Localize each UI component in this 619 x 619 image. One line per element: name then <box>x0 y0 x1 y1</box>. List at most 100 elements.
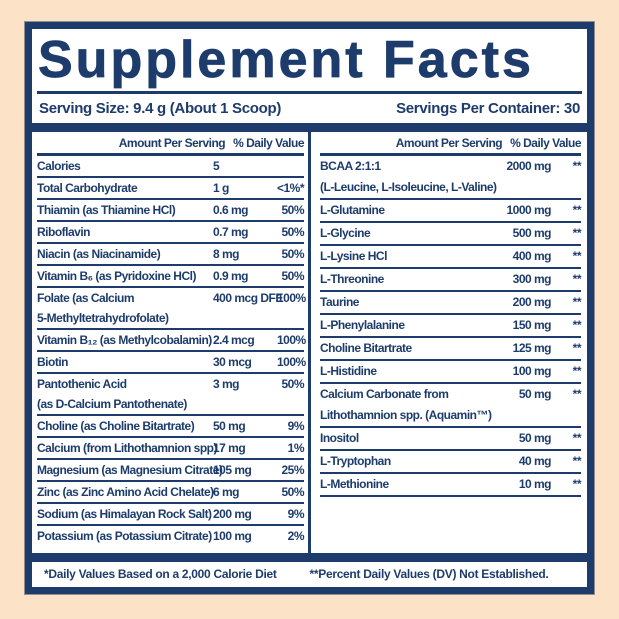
panel-inner: Supplement Facts Serving Size: 9.4 g (Ab… <box>32 29 587 587</box>
nutrient-name-line2: (L-Leucine, L-Isoleucine, L-Valine) <box>320 180 497 194</box>
nutrient-name: Thiamin (as Thiamine HCl) <box>37 203 176 217</box>
daily-value-percent: 50% <box>281 269 304 283</box>
table-row: Total Carbohydrate 1 g <1%* <box>37 178 305 200</box>
table-row: Inositol 50 mg ** <box>320 428 582 451</box>
amount-per-serving-value: 1000 mg <box>506 203 551 217</box>
row-line-1: L-Glutamine 1000 mg ** <box>320 200 582 221</box>
table-row: L-Methionine 10 mg ** <box>320 474 582 497</box>
footnotes-row: *Daily Values Based on a 2,000 Calorie D… <box>32 562 587 586</box>
amount-per-serving-value: 50 mg <box>518 387 552 401</box>
table-row: Magnesium (as Magnesium Citrate) 105 mg 25… <box>37 460 305 482</box>
row-line-1: Calcium (from Lithothamnion spp) 17 mg 1% <box>37 438 305 458</box>
daily-value-header: % Daily Value <box>510 135 581 150</box>
nutrient-name: Calcium (from Lithothamnion spp) <box>37 441 218 455</box>
amount-per-serving-value: 40 mg <box>518 454 552 468</box>
left-column: Amount Per Serving % Daily Value Calorie… <box>32 132 311 553</box>
title-divider <box>37 91 582 94</box>
daily-value-percent: ** <box>572 364 582 378</box>
nutrient-name-line2: (as D-Calcium Pantothenate) <box>37 397 187 411</box>
daily-value-percent: 9% <box>287 419 305 433</box>
daily-value-percent: ** <box>572 272 582 286</box>
nutrient-name: Total Carbohydrate <box>37 181 138 195</box>
amount-per-serving-header: Amount Per Serving <box>118 135 226 150</box>
table-row: Biotin 30 mcg 100% <box>37 352 306 374</box>
left-column-header: Amount Per Serving % Daily Value <box>37 132 304 156</box>
nutrient-name: L-Lysine HCl <box>320 249 387 263</box>
row-line-1: Calories 5 <box>37 156 304 176</box>
row-line-1: Zinc (as Zinc Amino Acid Chelate) 6 mg 50% <box>37 482 305 502</box>
daily-value-percent: ** <box>572 203 582 217</box>
daily-value-percent: ** <box>572 295 582 309</box>
amount-per-serving-value: 6 mg <box>213 485 240 499</box>
row-line-1: Sodium (as Himalayan Rock Salt) 200 mg 9% <box>37 504 305 524</box>
nutrient-name: Vitamin B₆ (as Pyridoxine HCl) <box>37 269 196 283</box>
amount-per-serving-value: 300 mg <box>512 272 552 286</box>
row-line-1: Pantothenic Acid 3 mg 50% <box>37 374 305 394</box>
daily-value-percent: 100% <box>277 291 306 305</box>
left-rows: Calories 5 Total Carbohydrate 1 g <1%* Thiami… <box>37 156 306 546</box>
row-line-1: L-Tryptophan 40 mg ** <box>320 451 582 472</box>
daily-value-percent: 50% <box>281 485 304 499</box>
row-line-1: L-Histidine 100 mg ** <box>320 361 582 382</box>
table-row: Sodium (as Himalayan Rock Salt) 200 mg 9% <box>37 504 305 526</box>
amount-per-serving-value: 400 mcg DFE <box>213 291 283 305</box>
nutrient-name: Calories <box>37 159 81 173</box>
amount-per-serving-value: 2.4 mcg <box>213 333 255 347</box>
daily-value-footnote: *Daily Values Based on a 2,000 Calorie D… <box>44 567 277 581</box>
nutrient-name: Folate (as Calcium <box>37 291 135 305</box>
table-row: Choline (as Choline Bitartrate) 50 mg 9% <box>37 416 305 438</box>
amount-per-serving-value: 10 mg <box>518 477 552 491</box>
table-row: Zinc (as Zinc Amino Acid Chelate) 6 mg 50% <box>37 482 305 504</box>
row-line-1: L-Glycine 500 mg ** <box>320 223 582 244</box>
row-line-1: Total Carbohydrate 1 g <1%* <box>37 178 305 198</box>
table-row: Folate (as Calcium 400 mcg DFE 100% 5-Methy… <box>37 288 306 330</box>
daily-value-percent: 50% <box>281 377 304 391</box>
table-row: Pantothenic Acid 3 mg 50% (as D-Calcium Pan… <box>37 374 305 416</box>
daily-value-percent: 50% <box>281 247 304 261</box>
daily-value-percent: ** <box>572 431 582 445</box>
table-row: Potassium (as Potassium Citrate) 100 mg 2% <box>37 526 305 546</box>
thick-separator-bottom <box>32 553 587 562</box>
row-line-1: Magnesium (as Magnesium Citrate) 105 mg 25… <box>37 460 305 480</box>
row-line-1: Biotin 30 mcg 100% <box>37 352 306 372</box>
amount-per-serving-value: 400 mg <box>512 249 552 263</box>
amount-per-serving-value: 5 <box>213 159 220 173</box>
nutrient-name: Biotin <box>37 355 69 369</box>
right-rows: BCAA 2:1:1 2000 mg ** (L-Leucine, L-Isoleuc… <box>320 156 582 497</box>
amount-per-serving-value: 0.7 mg <box>213 225 249 239</box>
daily-value-header: % Daily Value <box>233 135 304 150</box>
daily-value-percent: ** <box>572 341 582 355</box>
amount-per-serving-value: 50 mg <box>518 431 552 445</box>
amount-per-serving-value: 2000 mg <box>506 159 551 173</box>
table-row: Thiamin (as Thiamine HCl) 0.6 mg 50% <box>37 200 305 222</box>
row-line-1: Choline (as Choline Bitartrate) 50 mg 9% <box>37 416 305 436</box>
amount-per-serving-value: 200 mg <box>213 507 252 521</box>
nutrient-name: L-Glycine <box>320 226 371 240</box>
table-row: L-Tryptophan 40 mg ** <box>320 451 582 474</box>
row-line-1: Taurine 200 mg ** <box>320 292 582 313</box>
amount-per-serving-value: 50 mg <box>213 419 246 433</box>
table-row: L-Phenylalanine 150 mg ** <box>320 315 582 338</box>
row-line-1: Riboflavin 0.7 mg 50% <box>37 222 305 242</box>
nutrient-name: Pantothenic Acid <box>37 377 127 391</box>
row-line-1: Vitamin B₆ (as Pyridoxine HCl) 0.9 mg 50% <box>37 266 305 286</box>
row-line-1: L-Threonine 300 mg ** <box>320 269 582 290</box>
daily-value-percent: ** <box>572 318 582 332</box>
daily-value-percent: 50% <box>281 225 304 239</box>
table-row: Calcium Carbonate from 50 mg ** Lithothamni… <box>320 384 582 428</box>
servings-per-container: Servings Per Container: 30 <box>396 100 580 117</box>
row-line-1: Vitamin B₁₂ (as Methylcobalamin) 2.4 mcg 1… <box>37 330 306 350</box>
table-row: Vitamin B₆ (as Pyridoxine HCl) 0.9 mg 50% <box>37 266 305 288</box>
amount-per-serving-value: 150 mg <box>512 318 552 332</box>
nutrient-name: Riboflavin <box>37 225 91 239</box>
daily-value-percent: ** <box>572 387 582 401</box>
table-row: L-Glutamine 1000 mg ** <box>320 200 582 223</box>
amount-per-serving-value: 125 mg <box>512 341 552 355</box>
amount-per-serving-value: 100 mg <box>512 364 552 378</box>
table-row: Calories 5 <box>37 156 304 178</box>
nutrient-name: Choline Bitartrate <box>320 341 412 355</box>
table-row: Niacin (as Niacinamide) 8 mg 50% <box>37 244 305 266</box>
amount-per-serving-value: 30 mcg <box>213 355 252 369</box>
amount-per-serving-value: 0.6 mg <box>213 203 249 217</box>
